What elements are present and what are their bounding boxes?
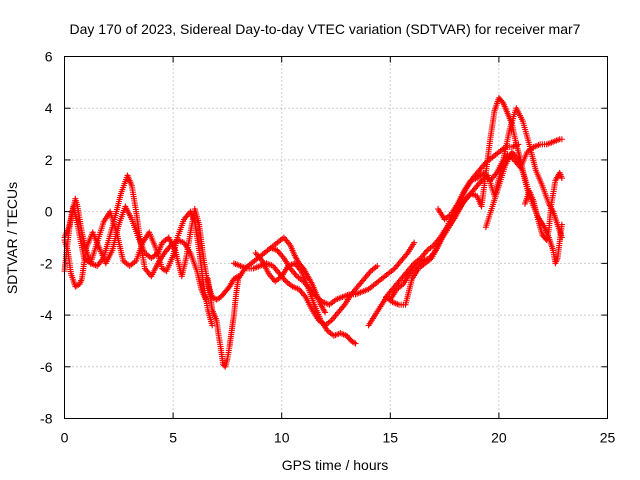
y-tick-label: 2: [45, 152, 53, 168]
series-satellite-track-J: [387, 136, 565, 303]
chart-title: Day 170 of 2023, Sidereal Day-to-day VTE…: [70, 21, 581, 37]
data-points: [61, 94, 565, 370]
series-satellite-track-F: [252, 250, 359, 347]
y-tick-label: 4: [45, 100, 53, 116]
y-tick-label: -4: [40, 307, 53, 323]
x-tick-label: 5: [169, 430, 177, 446]
data-point-marker: [374, 262, 381, 269]
data-point-marker: [558, 136, 565, 143]
data-point-marker: [352, 340, 359, 347]
data-point-marker: [558, 221, 565, 228]
data-point-marker: [499, 98, 506, 105]
x-tick-label: 15: [383, 430, 399, 446]
series-satellite-track-G: [267, 239, 418, 308]
series-satellite-track-D: [204, 234, 329, 370]
data-point-marker: [411, 239, 418, 246]
y-tick-label: -2: [40, 255, 53, 271]
y-tick-label: -6: [40, 359, 53, 375]
series-satellite-track-C: [61, 203, 242, 303]
data-point-marker: [351, 339, 358, 346]
x-axis-label: GPS time / hours: [282, 457, 389, 473]
y-axis-label: SDTVAR / TECUs: [4, 182, 20, 294]
y-tick-label: -8: [40, 411, 53, 427]
x-tick-label: 10: [274, 430, 290, 446]
series-satellite-track-A: [61, 172, 209, 303]
data-point-marker: [322, 309, 329, 316]
x-tick-label: 20: [491, 430, 507, 446]
y-tick-label: 0: [45, 204, 53, 220]
tick-labels: 0 5 10 15 20 25 -8 -6 -4 -2 0 2 4 6: [40, 49, 615, 446]
plot-frame: [64, 56, 608, 419]
series-satellite-track-K: [435, 105, 565, 241]
data-point-marker: [558, 175, 565, 182]
data-point-marker: [209, 322, 216, 329]
y-tick-label: 6: [45, 49, 53, 65]
x-tick-label: 25: [600, 430, 616, 446]
series-satellite-track-M: [521, 169, 565, 244]
x-tick-label: 0: [61, 430, 69, 446]
